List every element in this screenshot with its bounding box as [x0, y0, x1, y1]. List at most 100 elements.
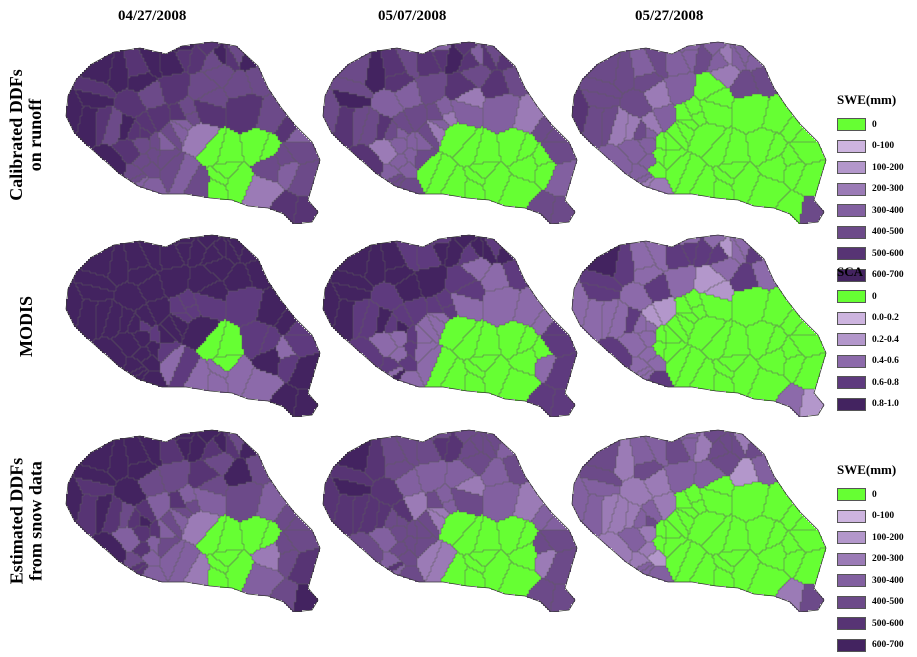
map-estimated-04-27: [65, 429, 321, 612]
sub-basin-class: [417, 122, 557, 208]
legend-item: 0: [837, 485, 917, 504]
sub-basin-class: [369, 257, 557, 387]
sub-basin-class: [323, 44, 577, 224]
legend-label: 0-100: [872, 141, 895, 151]
sub-basin-class: [66, 235, 320, 417]
watershed-outline: [571, 41, 827, 224]
sub-basin-class: [66, 430, 318, 612]
legend-swatch: [837, 354, 866, 368]
row-label-estimated-line-1: Estimated DDFs: [6, 457, 26, 584]
legend-label: 400-500: [872, 227, 904, 237]
legend-swatch: [837, 333, 866, 346]
sub-basin-class: [580, 237, 762, 387]
legend-label: 0: [872, 489, 877, 500]
sub-basin-class: [74, 42, 318, 224]
sub-basin-class: [112, 482, 286, 596]
legend-label: 0.6-0.8: [872, 377, 899, 388]
legend-label: 500-600: [872, 248, 904, 259]
sub-basin-boundaries: [330, 237, 577, 417]
legend-swatch: [837, 617, 866, 630]
legend-item: 0: [837, 115, 917, 134]
legend-item: 200-300: [837, 550, 917, 569]
row-label-modis-line-1: MODIS: [15, 295, 36, 357]
row-label-estimated-line-2: from snow data: [25, 460, 45, 581]
legend-swatch: [837, 139, 866, 153]
sub-basins: [323, 430, 577, 612]
sub-basins: [572, 42, 826, 224]
row-label-calibrated-line-1: Calibrated DDFs: [6, 69, 26, 201]
legend-item: 300-400: [837, 571, 917, 590]
legend-swatch: [837, 376, 866, 389]
legend-label: 200-300: [872, 554, 904, 564]
legend-item: 500-600: [837, 614, 917, 633]
map-calibrated-04-27: [65, 41, 321, 224]
sub-basin-class: [349, 430, 577, 612]
legend-item: 0.2-0.4: [837, 330, 917, 349]
sub-basin-boundaries: [330, 44, 577, 224]
sub-basin-class: [439, 510, 541, 596]
map-estimated-05-07: [322, 429, 578, 612]
sub-basins: [572, 430, 826, 612]
legend-label: 200-300: [872, 184, 904, 194]
legend-label: 0.8-1.0: [872, 399, 899, 409]
watershed-outline: [65, 41, 321, 224]
sub-basin-class: [333, 42, 513, 176]
date-header-col-2: 05/07/2008: [378, 8, 447, 24]
legend-label: 0.0-0.2: [872, 313, 899, 323]
legend-item: 400-500: [837, 593, 917, 612]
sub-basin-boundaries: [73, 237, 320, 417]
legend-swatch: [837, 118, 866, 131]
legend-swatch: [837, 488, 866, 501]
legend-item: 100-200: [837, 158, 917, 177]
legend-title: SWE(mm): [837, 92, 897, 107]
legend-swatch: [837, 225, 866, 239]
legend-item: 0.0-0.2: [837, 309, 917, 328]
legend-swatch: [837, 509, 866, 523]
sub-basin-class: [652, 287, 826, 401]
sub-basin-class: [118, 432, 320, 612]
sub-basin-class: [642, 237, 824, 417]
legend-title: SWE(mm): [837, 462, 897, 477]
sub-basin-class: [648, 458, 758, 566]
legend-swatch: [837, 182, 866, 196]
sub-basin-class: [349, 237, 577, 417]
map-modis-04-27: [65, 234, 321, 417]
legend-label: 600-700: [872, 270, 904, 280]
map-calibrated-05-27: [571, 41, 827, 224]
legend-swatch: [837, 397, 866, 411]
sub-basin-class: [572, 235, 804, 417]
sub-basins: [572, 235, 826, 417]
sub-basin-class: [323, 235, 513, 381]
legend-item: 500-600: [837, 244, 917, 263]
row-label-calibrated-line-2: on runoff: [25, 98, 45, 172]
legend-item: 400-500: [837, 223, 917, 242]
sub-basin-boundaries: [73, 432, 320, 612]
sub-basin-class: [333, 44, 463, 108]
watershed-outline: [322, 234, 578, 417]
sub-basin-class: [369, 88, 543, 164]
legend-swatch: [837, 595, 866, 609]
sub-basin-boundaries: [579, 237, 826, 417]
date-header-col-1: 04/27/2008: [118, 8, 187, 24]
sub-basins: [323, 42, 577, 224]
legend-label: 100-200: [872, 532, 904, 543]
legend-swatch: [837, 311, 866, 325]
legend-label: 100-200: [872, 162, 904, 173]
sub-basins: [66, 235, 320, 417]
sub-basin-class: [140, 287, 320, 387]
legend-title: SCA: [837, 264, 864, 279]
map-estimated-05-27: [571, 429, 827, 612]
legend-label: 0: [872, 291, 877, 302]
legend-sca: SCA 0 0.0-0.2 0.2-0.4 0.4-0.6 0.6-0.8 0.8-1.0: [837, 264, 917, 416]
legend-item: 600-700: [837, 266, 917, 285]
legend-label: 0.4-0.6: [872, 356, 899, 366]
legend-item: 100-200: [837, 528, 917, 547]
map-modis-05-27: [571, 234, 827, 417]
watershed-outline: [571, 429, 827, 612]
row-label-modis: MODIS: [8, 236, 44, 416]
sub-basin-class: [323, 432, 463, 572]
sub-basin-class: [598, 42, 762, 184]
legend-item: 300-400: [837, 201, 917, 220]
sub-basins: [66, 430, 320, 612]
legend-item: 0-100: [837, 507, 917, 526]
